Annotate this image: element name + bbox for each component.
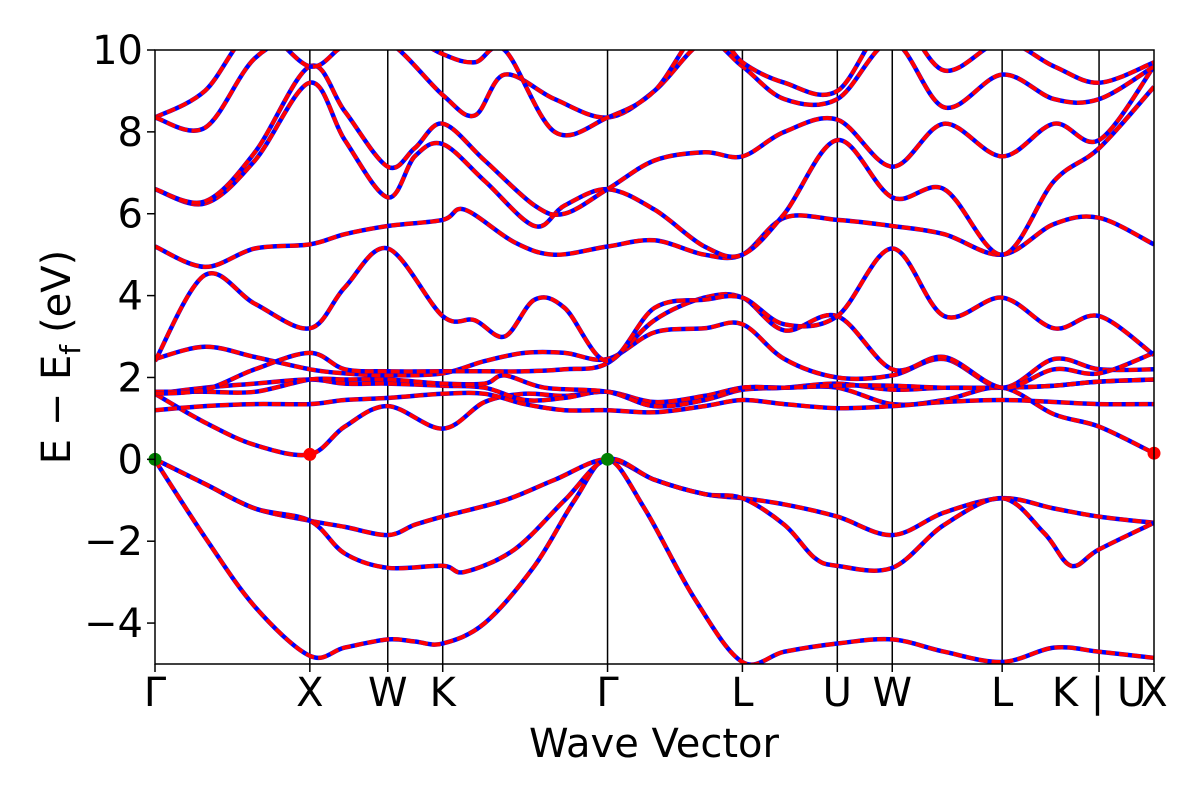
band-0-line xyxy=(155,457,1154,664)
y-axis-label-unit: (eV) xyxy=(34,250,80,333)
x-tick-label-10: X xyxy=(1140,670,1167,716)
band-10-underlay xyxy=(155,206,1154,270)
band-4-line xyxy=(155,390,1154,415)
band-edge-marker-2 xyxy=(601,452,615,466)
band-8-line xyxy=(155,292,1154,396)
x-axis-label: Wave Vector xyxy=(529,721,780,767)
y-tick-label-5: 6 xyxy=(118,192,143,238)
y-tick-label-6: 8 xyxy=(118,110,143,156)
band-edge-marker-1 xyxy=(303,447,317,461)
band-7-line xyxy=(155,320,1154,390)
x-tick-label-6: U xyxy=(823,670,852,716)
x-tick-label-9: K | U xyxy=(1052,670,1146,716)
band-3-underlay xyxy=(155,384,1154,458)
band-11-underlay xyxy=(155,80,1154,259)
x-tick-label-5: L xyxy=(731,670,754,716)
x-tick-label-0: Γ xyxy=(144,670,167,716)
y-axis-ticks: −4 −2 0 2 4 6 8 10 xyxy=(84,28,155,647)
band-9-line xyxy=(155,246,1154,364)
x-tick-label-7: W xyxy=(872,670,912,716)
y-axis-label: E − Ef (eV) xyxy=(34,250,87,465)
y-tick-label-1: −2 xyxy=(84,519,143,565)
y-tick-label-2: 0 xyxy=(118,437,143,483)
kpoint-divider-lines xyxy=(309,50,1100,664)
y-tick-label-4: 4 xyxy=(118,274,143,320)
band-6-line xyxy=(155,373,1154,409)
band-9-underlay xyxy=(155,245,1154,364)
band-12-line xyxy=(155,63,1154,217)
x-tick-label-3: K xyxy=(430,670,458,716)
plot-frame xyxy=(154,49,1155,665)
x-tick-label-8: L xyxy=(991,670,1014,716)
y-tick-label-7: 10 xyxy=(92,28,143,74)
band-11-line xyxy=(155,80,1154,259)
band-2-line xyxy=(155,456,1154,575)
x-tick-label-1: X xyxy=(296,670,323,716)
band-14-line xyxy=(155,50,1154,138)
y-tick-label-3: 2 xyxy=(118,355,143,401)
y-axis-label-main: E − E xyxy=(34,355,80,465)
band-10-line xyxy=(155,206,1154,269)
band-2-underlay xyxy=(155,456,1154,575)
band-lines xyxy=(155,50,1154,664)
band-0-underlay xyxy=(155,457,1154,664)
band-3-line xyxy=(155,384,1154,458)
x-tick-label-2: W xyxy=(368,670,408,716)
x-tick-label-4: Γ xyxy=(596,670,619,716)
y-axis-label-subscript: f xyxy=(54,344,87,355)
y-tick-label-0: −4 xyxy=(84,601,143,647)
